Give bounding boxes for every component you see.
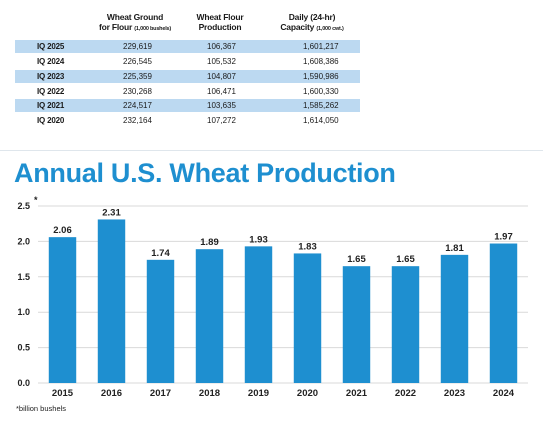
chart-footnote: *billion bushels — [16, 404, 67, 413]
header-wheat-ground-unit: (1,000 bushels) — [134, 26, 172, 32]
x-tick-label: 2021 — [346, 388, 368, 399]
chart-title: Annual U.S. Wheat Production — [14, 158, 396, 188]
row-flour-production: 104,807 — [207, 72, 236, 81]
header-flour-production: Wheat Flour Production — [180, 12, 260, 32]
bar — [293, 253, 322, 383]
row-daily-capacity: 1,614,050 — [303, 116, 339, 125]
row-period: IQ 2024 — [37, 57, 65, 66]
y-tick-label: 0.0 — [17, 378, 30, 388]
header-flour-production-line1: Wheat Flour — [196, 12, 244, 22]
row-daily-capacity: 1,601,217 — [303, 42, 339, 51]
bar — [391, 266, 420, 383]
bar — [342, 266, 371, 383]
y-tick-label: 0.5 — [17, 343, 30, 353]
section-divider — [0, 150, 543, 151]
row-wheat-ground: 229,619 — [123, 42, 152, 51]
table-row: IQ 2024 226,545 105,532 1,608,386 — [15, 55, 360, 68]
x-tick-label: 2019 — [248, 388, 269, 399]
header-wheat-ground-line2: for Flour — [98, 22, 133, 32]
header-wheat-ground: Wheat Ground for Flour (1,000 bushels) — [80, 12, 190, 34]
y-tick-label: 1.5 — [17, 272, 30, 282]
data-label: 1.81 — [445, 243, 464, 254]
y-unit-marker: * — [34, 195, 38, 205]
row-daily-capacity: 1,590,986 — [303, 72, 339, 81]
data-label: 1.97 — [494, 232, 513, 243]
bar — [440, 254, 469, 383]
row-daily-capacity: 1,608,386 — [303, 57, 339, 66]
data-label: 1.83 — [298, 241, 317, 252]
x-tick-label: 2022 — [395, 388, 416, 399]
table-row: IQ 2022 230,268 106,471 1,600,330 — [15, 85, 360, 98]
bar — [48, 237, 77, 383]
header-flour-production-line2: Production — [198, 22, 242, 32]
header-daily-capacity-line1: Daily (24-hr) — [288, 12, 336, 22]
row-flour-production: 107,272 — [207, 116, 236, 125]
row-period: IQ 2022 — [37, 87, 65, 96]
data-label: 1.74 — [151, 248, 170, 259]
row-flour-production: 106,471 — [207, 87, 236, 96]
x-tick-label: 2016 — [101, 388, 122, 399]
row-wheat-ground: 224,517 — [123, 101, 152, 110]
x-tick-label: 2024 — [493, 388, 515, 399]
table-row: IQ 2020 232,164 107,272 1,614,050 — [15, 114, 360, 127]
wheat-production-bar-chart: 0.0 0.5 1.0 1.5 2.0 2.5 * 2.06 2015 2.31 2016 1.74 2… — [17, 195, 528, 399]
y-tick-label: 2.5 — [17, 201, 30, 211]
data-label: 2.06 — [53, 225, 72, 236]
x-tick-label: 2017 — [150, 388, 171, 399]
x-tick-label: 2023 — [444, 388, 465, 399]
row-period: IQ 2020 — [37, 116, 65, 125]
row-wheat-ground: 230,268 — [123, 87, 152, 96]
table-row: IQ 2021 224,517 103,635 1,585,262 — [15, 99, 360, 112]
row-wheat-ground: 226,545 — [123, 57, 152, 66]
data-label: 1.65 — [396, 254, 415, 265]
row-daily-capacity: 1,585,262 — [303, 101, 339, 110]
x-tick-label: 2018 — [199, 388, 220, 399]
data-label: 1.89 — [200, 237, 219, 248]
header-daily-capacity-unit: (1,000 cwt.) — [316, 26, 344, 32]
bar — [244, 246, 273, 383]
bar — [489, 243, 518, 383]
row-period: IQ 2023 — [37, 72, 65, 81]
bar — [195, 249, 224, 383]
y-tick-label: 2.0 — [17, 236, 30, 246]
row-daily-capacity: 1,600,330 — [303, 87, 339, 96]
x-tick-label: 2015 — [52, 388, 74, 399]
row-flour-production: 105,532 — [207, 57, 236, 66]
row-wheat-ground: 225,359 — [123, 72, 152, 81]
row-flour-production: 103,635 — [207, 101, 236, 110]
flour-milling-table: Wheat Ground for Flour (1,000 bushels) W… — [0, 0, 543, 140]
x-tick-label: 2020 — [297, 388, 318, 399]
header-wheat-ground-line1: Wheat Ground — [106, 12, 164, 22]
data-label: 2.31 — [102, 207, 121, 218]
row-flour-production: 106,367 — [207, 42, 236, 51]
row-period: IQ 2025 — [37, 42, 65, 51]
table-row: IQ 2023 225,359 104,807 1,590,986 — [15, 70, 360, 83]
table-row: IQ 2025 229,619 106,367 1,601,217 — [15, 40, 360, 53]
bar — [146, 259, 175, 383]
data-label: 1.93 — [249, 234, 268, 245]
data-label: 1.65 — [347, 254, 366, 265]
row-wheat-ground: 232,164 — [123, 116, 152, 125]
row-period: IQ 2021 — [37, 101, 65, 110]
bar — [97, 219, 126, 383]
y-tick-label: 1.0 — [17, 307, 30, 317]
header-daily-capacity: Daily (24-hr) Capacity (1,000 cwt.) — [262, 12, 362, 34]
header-daily-capacity-line2: Capacity — [280, 22, 315, 32]
